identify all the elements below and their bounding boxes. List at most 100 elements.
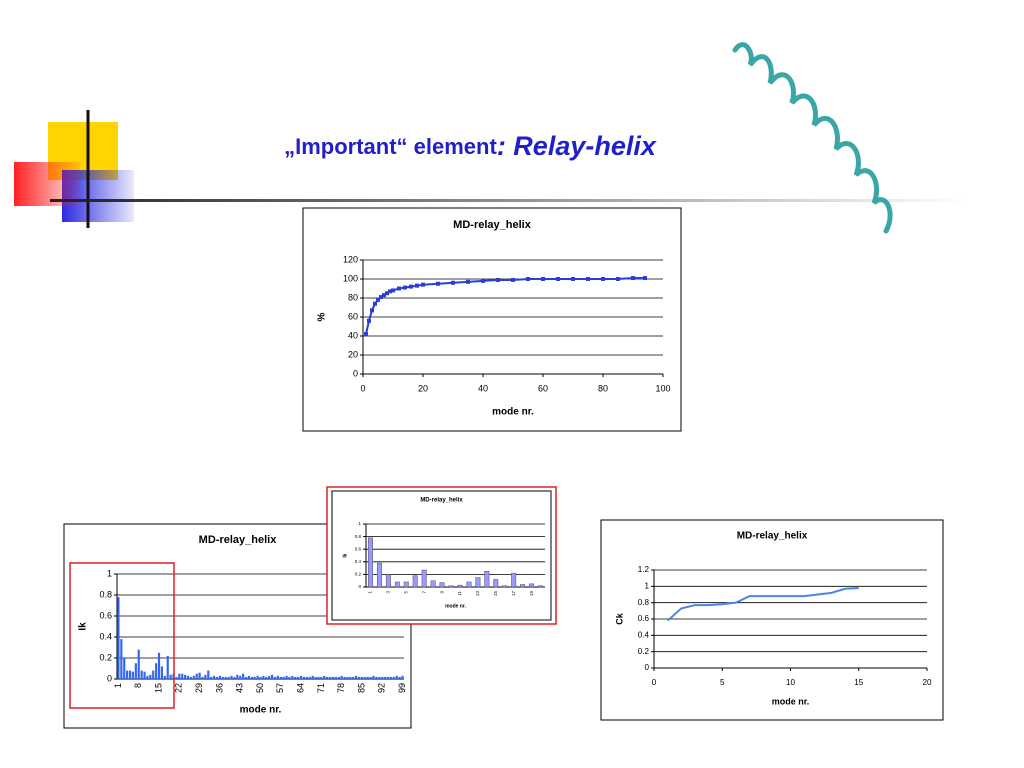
bar xyxy=(297,676,300,679)
y-tick-label: 0.2 xyxy=(99,652,112,662)
data-marker xyxy=(379,295,383,300)
bar xyxy=(169,674,172,679)
bar xyxy=(392,676,395,679)
bar xyxy=(137,649,140,679)
bar xyxy=(175,676,178,679)
x-tick-label: 0 xyxy=(652,678,657,687)
bar xyxy=(215,676,219,679)
bar xyxy=(395,675,398,679)
helix-image xyxy=(732,42,893,234)
bar xyxy=(291,675,294,679)
bar xyxy=(323,675,326,679)
decor-line xyxy=(50,199,970,202)
bar xyxy=(378,676,381,679)
bar xyxy=(282,676,285,679)
y-tick-label: 0.4 xyxy=(99,631,112,641)
data-marker xyxy=(451,280,455,285)
y-tick-label: 0.8 xyxy=(355,534,362,539)
bar xyxy=(294,676,297,679)
bar xyxy=(328,676,332,679)
bar xyxy=(331,676,335,679)
bar xyxy=(299,675,303,679)
bar xyxy=(403,581,409,588)
chart-title: MD-relay_helix xyxy=(420,498,463,504)
y-tick-label: 0.2 xyxy=(355,572,362,577)
bar xyxy=(239,675,242,679)
bar xyxy=(385,574,391,588)
data-marker xyxy=(586,277,590,281)
bar xyxy=(250,676,253,679)
y-tick-label: 0.4 xyxy=(638,630,650,639)
x-tick-label: 78 xyxy=(336,683,346,693)
bar xyxy=(401,675,404,679)
x-tick-label: 3 xyxy=(386,591,391,594)
bar xyxy=(343,676,346,679)
bar xyxy=(184,674,187,679)
bar xyxy=(259,676,262,679)
data-marker xyxy=(616,277,620,281)
bar xyxy=(265,676,268,679)
data-marker xyxy=(391,288,395,293)
bar xyxy=(305,676,308,679)
chart-frame xyxy=(600,519,944,721)
x-tick-label: 50 xyxy=(255,683,265,693)
bar xyxy=(337,676,340,679)
bar xyxy=(317,676,320,679)
y-tick-label: 0 xyxy=(644,663,649,672)
y-tick-label: 0.6 xyxy=(99,610,112,620)
bar xyxy=(189,676,193,679)
data-marker xyxy=(385,291,389,296)
x-tick-label: 11 xyxy=(457,591,462,596)
x-tick-label: 5 xyxy=(403,591,408,594)
bar xyxy=(457,584,463,588)
bar xyxy=(262,675,265,679)
data-marker xyxy=(496,277,500,282)
x-tick-label: 9 xyxy=(439,591,444,594)
bar xyxy=(149,674,152,679)
data-marker xyxy=(382,293,386,298)
bar xyxy=(366,676,369,679)
bar xyxy=(375,676,378,679)
y-tick-label: 0.8 xyxy=(638,598,650,607)
bar xyxy=(369,676,372,679)
bar xyxy=(146,675,149,679)
y-axis-label: Ck xyxy=(614,612,624,624)
bar xyxy=(384,676,387,679)
x-tick-label: 7 xyxy=(421,591,426,594)
bar xyxy=(355,675,358,679)
x-tick-label: 1 xyxy=(113,683,123,688)
bar xyxy=(484,571,490,588)
bar xyxy=(192,675,195,679)
bar xyxy=(448,585,454,588)
data-marker xyxy=(466,279,470,284)
x-tick-label: 99 xyxy=(397,683,407,693)
data-marker xyxy=(526,277,530,281)
y-tick-label: 0.6 xyxy=(355,546,362,551)
data-marker xyxy=(397,286,401,291)
data-marker xyxy=(556,277,560,281)
x-tick-label: 36 xyxy=(214,683,224,693)
x-tick-label: 100 xyxy=(655,383,670,393)
bar xyxy=(123,658,126,679)
bar xyxy=(439,582,445,588)
bar xyxy=(398,676,401,679)
data-marker xyxy=(643,276,647,281)
x-tick-label: 85 xyxy=(356,683,366,693)
y-tick-label: 0 xyxy=(107,673,112,683)
bar xyxy=(204,674,207,679)
bar xyxy=(224,676,227,679)
bar xyxy=(372,675,375,679)
bar xyxy=(253,676,256,679)
bar xyxy=(271,674,274,679)
x-tick-label: 92 xyxy=(377,683,387,693)
y-tick-label: 0.8 xyxy=(99,589,112,599)
bar xyxy=(163,675,166,679)
data-marker xyxy=(631,276,635,281)
title-lead: „Important“ element xyxy=(284,134,497,159)
bar xyxy=(186,675,190,679)
y-tick-label: 0.4 xyxy=(355,559,362,564)
bar xyxy=(314,676,317,679)
bar xyxy=(207,670,210,679)
